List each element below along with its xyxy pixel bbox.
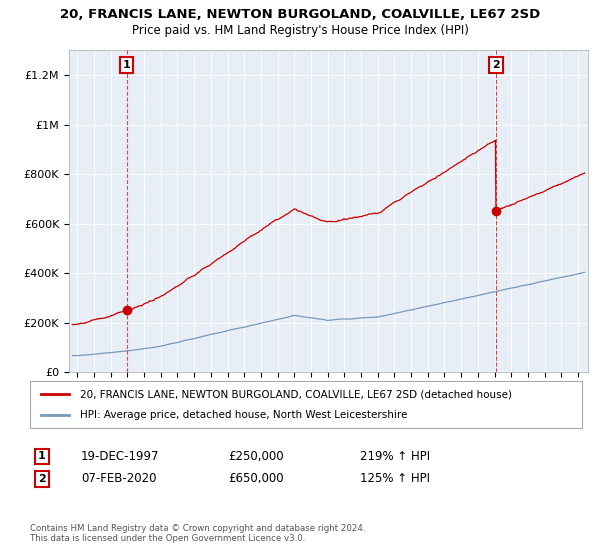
Text: 1: 1 (38, 451, 46, 461)
Text: 2: 2 (492, 60, 500, 70)
Text: £250,000: £250,000 (228, 450, 284, 463)
Text: 20, FRANCIS LANE, NEWTON BURGOLAND, COALVILLE, LE67 2SD: 20, FRANCIS LANE, NEWTON BURGOLAND, COAL… (60, 8, 540, 21)
Text: 20, FRANCIS LANE, NEWTON BURGOLAND, COALVILLE, LE67 2SD (detached house): 20, FRANCIS LANE, NEWTON BURGOLAND, COAL… (80, 389, 512, 399)
Text: HPI: Average price, detached house, North West Leicestershire: HPI: Average price, detached house, Nort… (80, 410, 407, 420)
Text: Price paid vs. HM Land Registry's House Price Index (HPI): Price paid vs. HM Land Registry's House … (131, 24, 469, 36)
Text: 1: 1 (123, 60, 131, 70)
Text: £650,000: £650,000 (228, 472, 284, 486)
Text: 07-FEB-2020: 07-FEB-2020 (81, 472, 157, 486)
Text: 19-DEC-1997: 19-DEC-1997 (81, 450, 160, 463)
Text: 219% ↑ HPI: 219% ↑ HPI (360, 450, 430, 463)
Text: 2: 2 (38, 474, 46, 484)
Text: Contains HM Land Registry data © Crown copyright and database right 2024.
This d: Contains HM Land Registry data © Crown c… (30, 524, 365, 543)
Text: 125% ↑ HPI: 125% ↑ HPI (360, 472, 430, 486)
